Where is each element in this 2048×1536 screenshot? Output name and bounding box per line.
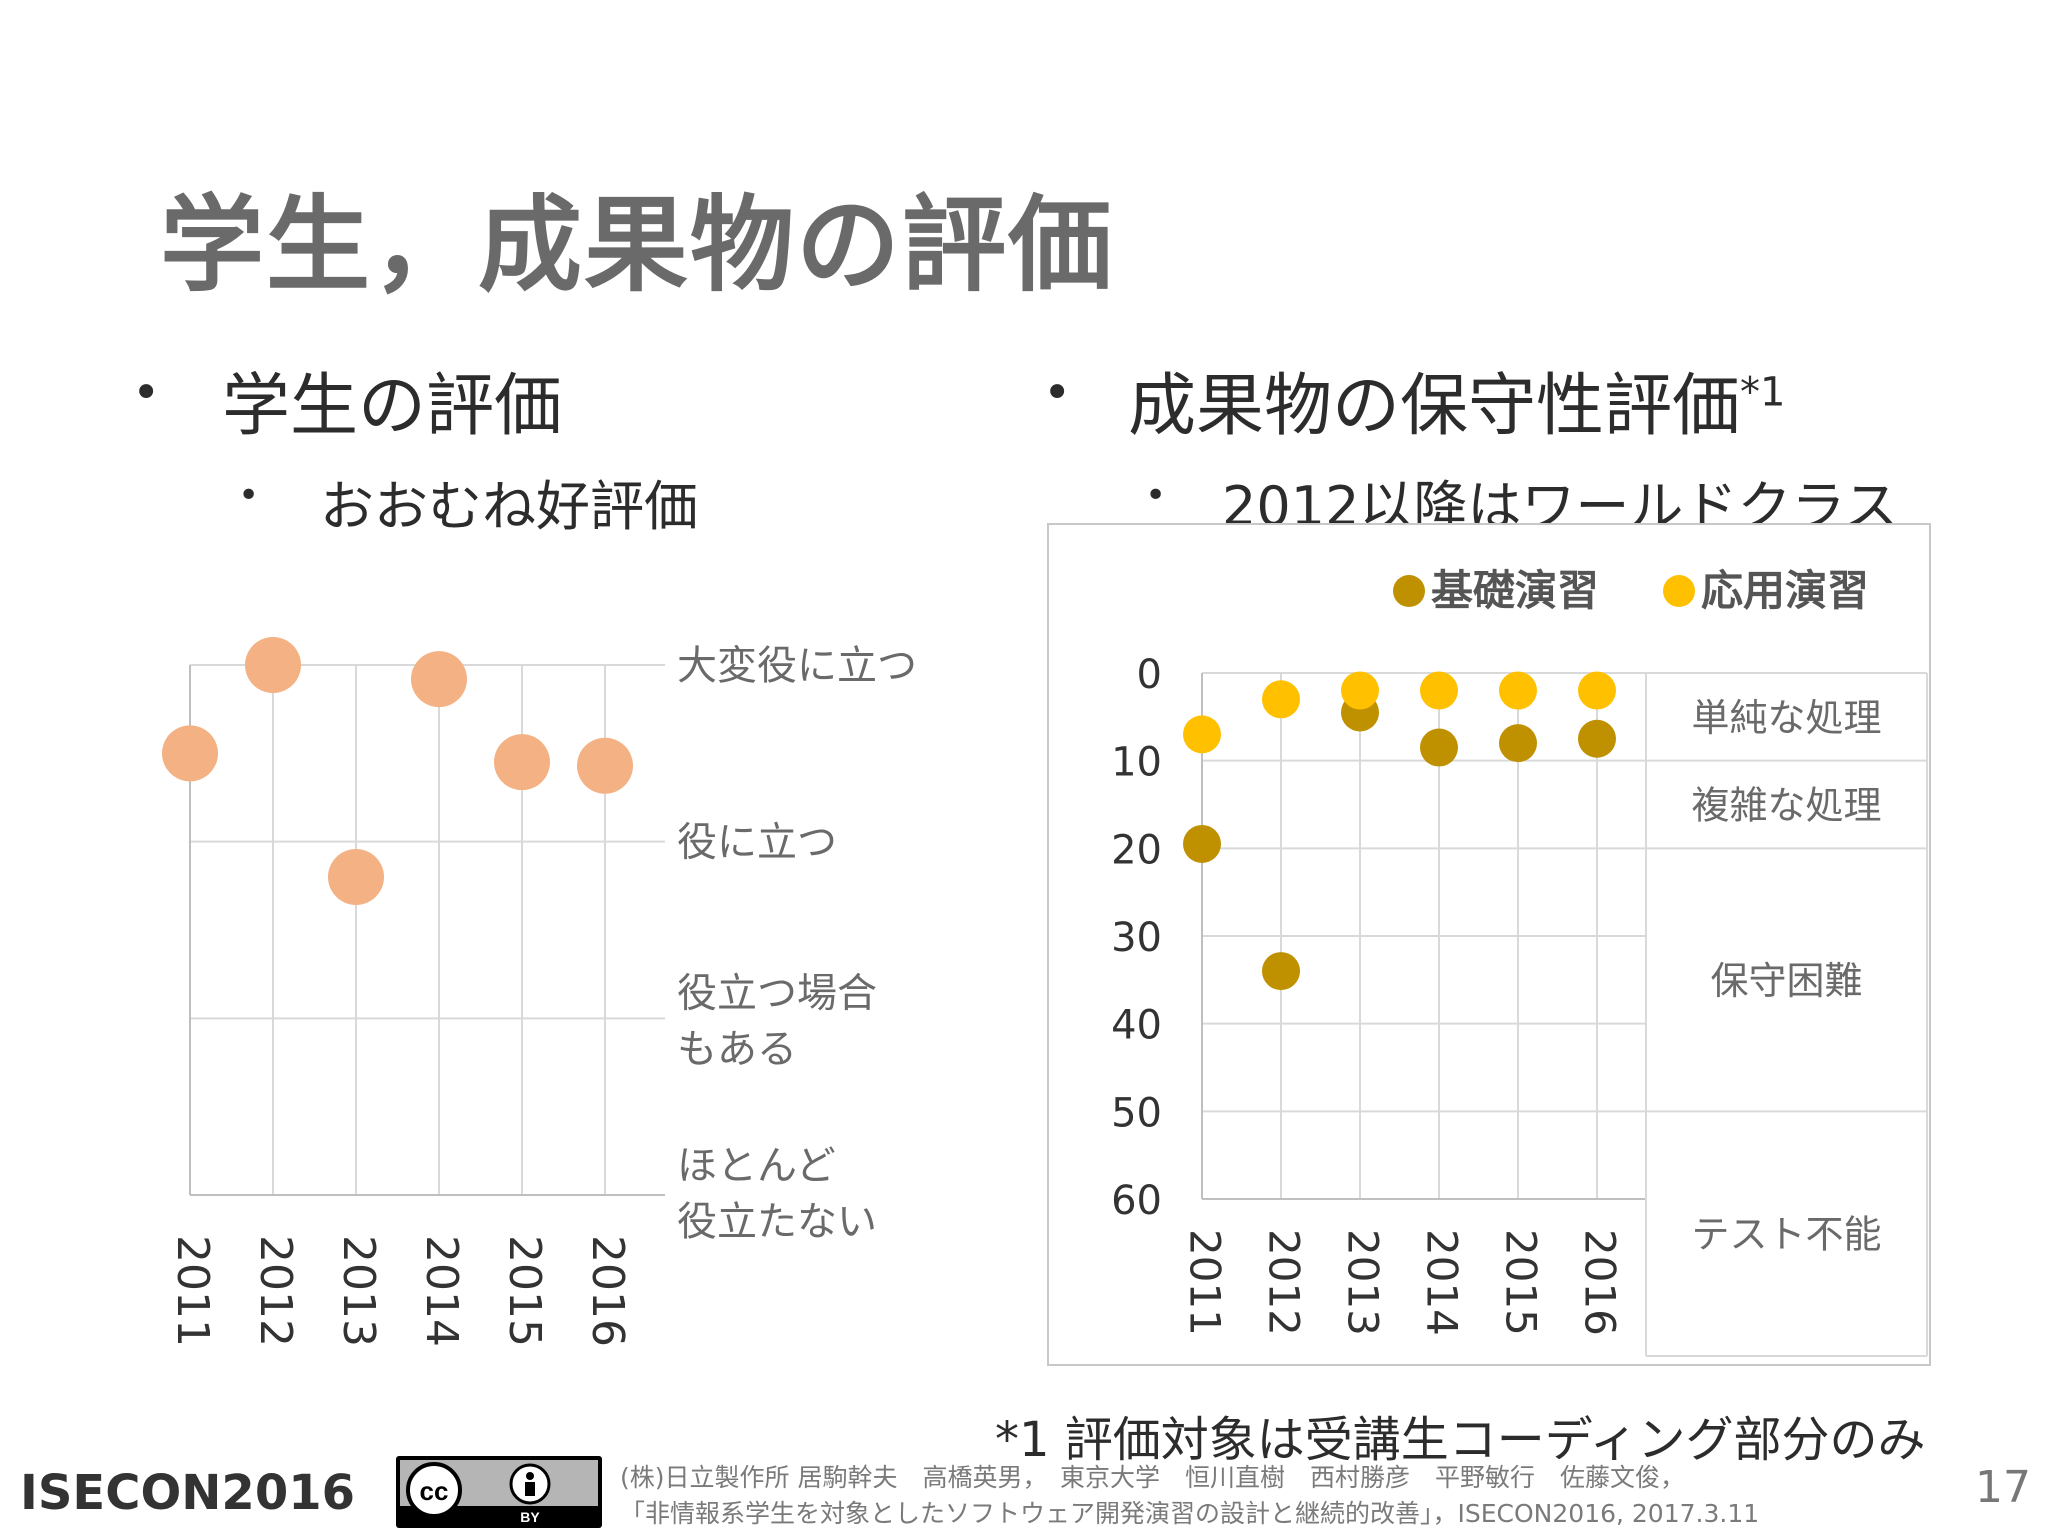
x-tick-label: 2012 xyxy=(1260,1229,1309,1336)
credit-line-2: 「非情報系学生を対象としたソフトウェア開発演習の設計と継続的改善」，ISECON… xyxy=(620,1499,1760,1528)
footnote-marker: *1 xyxy=(1740,369,1786,416)
maintainability-chart-frame xyxy=(1047,523,1931,1366)
cc-by-license-badge: cc BY xyxy=(396,1456,602,1528)
data-point-basic xyxy=(1499,724,1537,763)
slide-title: 学生，成果物の評価 xyxy=(160,184,1115,306)
y-level-label: 役に立つ xyxy=(677,820,837,866)
y-level-label: 役立つ場合 xyxy=(677,970,877,1016)
legend-marker xyxy=(1393,575,1425,607)
y-tick-label: 30 xyxy=(1111,915,1162,961)
data-point-applied xyxy=(1183,715,1221,754)
conference-name: ISECON2016 xyxy=(20,1465,356,1521)
data-point xyxy=(494,734,550,791)
y-tick-label: 60 xyxy=(1111,1178,1162,1224)
legend-label: 応用演習 xyxy=(1701,566,1869,615)
bullet-dot: • xyxy=(132,365,161,421)
data-point xyxy=(577,737,633,794)
y-band-label: 複雑な処理 xyxy=(1691,784,1881,828)
bullet-dot: • xyxy=(1043,365,1072,421)
data-point-applied xyxy=(1420,671,1458,710)
y-band-label: 保守困難 xyxy=(1710,959,1862,1003)
right-bullet: 成果物の保守性評価*1 xyxy=(1128,350,1785,449)
data-point xyxy=(162,725,218,782)
credit-line-1: (株)日立製作所 居駒幹夫 高橋英男， 東京大学 恒川直樹 西村勝彦 平野敏行 … xyxy=(620,1463,1685,1492)
student-evaluation-chart: 2011 2012 2013 2014 2015 2016 大変役に立つ役に立つ役立つ場合も… xyxy=(162,637,917,1347)
data-point xyxy=(328,849,384,905)
x-tick-label: 2013 xyxy=(333,1235,384,1347)
y-tick-label: 10 xyxy=(1111,740,1162,786)
footnote: *1 評価対象は受講生コーディング部分のみ xyxy=(995,1412,1926,1468)
sub-bullet-dot: • xyxy=(238,475,260,516)
data-point-applied xyxy=(1262,680,1300,719)
x-tick-label: 2011 xyxy=(167,1235,218,1347)
cc-by-label: BY xyxy=(520,1509,540,1525)
x-tick-label: 2015 xyxy=(499,1235,550,1347)
data-point-applied xyxy=(1499,671,1537,710)
data-point-applied xyxy=(1341,671,1379,710)
cc-by-icon: cc BY xyxy=(400,1460,598,1525)
legend-marker xyxy=(1663,575,1695,607)
sub-bullet-dot: • xyxy=(1145,475,1167,516)
y-level-label: 大変役に立つ xyxy=(677,643,917,689)
y-tick-label: 20 xyxy=(1111,827,1162,873)
right-bullet-text: 成果物の保守性評価 xyxy=(1128,367,1741,446)
y-tick-label: 50 xyxy=(1111,1090,1162,1136)
data-point-basic xyxy=(1578,719,1616,758)
data-point-basic xyxy=(1183,824,1221,863)
legend-label: 基礎演習 xyxy=(1431,566,1599,615)
y-level-label: ほとんど xyxy=(677,1143,836,1189)
x-tick-label: 2016 xyxy=(582,1235,633,1347)
data-point-basic xyxy=(1262,952,1300,991)
y-level-label: 役立たない xyxy=(677,1199,877,1245)
y-tick-label: 40 xyxy=(1111,1003,1162,1049)
x-tick-label: 2014 xyxy=(416,1235,467,1347)
data-point-basic xyxy=(1420,728,1458,767)
x-tick-label: 2011 xyxy=(1181,1229,1230,1336)
y-band-label: 単純な処理 xyxy=(1691,696,1881,740)
left-bullet: 学生の評価 xyxy=(222,367,563,446)
data-point xyxy=(245,637,301,693)
y-tick-label: 0 xyxy=(1137,652,1162,698)
y-band-label: テスト不能 xyxy=(1691,1213,1881,1257)
x-tick-label: 2012 xyxy=(250,1235,301,1347)
data-point xyxy=(411,651,467,708)
page-number: 17 xyxy=(1975,1462,2031,1513)
x-tick-label: 2016 xyxy=(1576,1229,1625,1336)
svg-text:cc: cc xyxy=(420,1476,449,1506)
x-tick-label: 2014 xyxy=(1418,1229,1467,1336)
y-level-label: もある xyxy=(677,1026,797,1072)
data-point-applied xyxy=(1578,671,1616,710)
left-sub-bullet: おおむね好評価 xyxy=(320,475,698,538)
x-tick-label: 2015 xyxy=(1497,1229,1546,1336)
x-tick-label: 2013 xyxy=(1339,1229,1388,1336)
